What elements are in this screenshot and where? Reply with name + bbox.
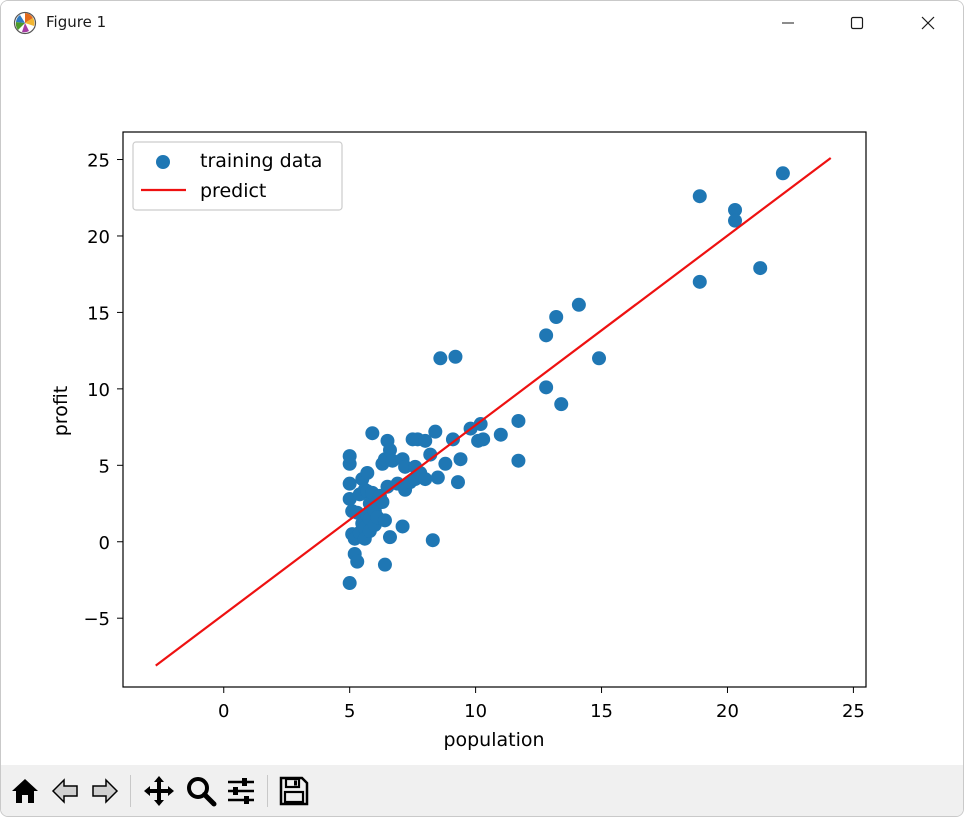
data-point bbox=[375, 495, 390, 509]
y-axis-label: profit bbox=[50, 386, 72, 437]
plot-marks bbox=[155, 157, 832, 667]
data-point bbox=[342, 576, 357, 591]
legend-label-predict: predict bbox=[200, 180, 266, 202]
data-point bbox=[571, 297, 586, 312]
data-point bbox=[377, 513, 392, 528]
save-button[interactable] bbox=[276, 773, 312, 809]
figure-canvas[interactable]: 0 5 10 15 20 25 −5 0 5 10 15 20 25 population profi… bbox=[1, 45, 963, 765]
x-axis-ticks: 0 5 10 15 20 25 bbox=[218, 687, 865, 722]
data-point bbox=[430, 470, 445, 485]
data-point bbox=[692, 274, 707, 289]
home-icon bbox=[12, 779, 38, 803]
x-tick-label: 20 bbox=[716, 701, 739, 722]
data-point bbox=[423, 447, 438, 462]
data-point bbox=[418, 433, 433, 448]
matplotlib-logo-icon bbox=[13, 11, 37, 35]
legend: training data predict bbox=[132, 141, 343, 211]
x-tick-label: 0 bbox=[218, 701, 229, 722]
minimize-button[interactable] bbox=[753, 1, 823, 45]
data-point bbox=[592, 351, 607, 366]
prediction-line bbox=[155, 157, 832, 667]
forward-arrow-icon bbox=[92, 778, 119, 804]
x-axis-label: population bbox=[443, 729, 544, 751]
data-point bbox=[377, 557, 392, 572]
y-tick-label: 20 bbox=[87, 227, 110, 248]
y-axis-ticks: −5 0 5 10 15 20 25 bbox=[83, 151, 123, 630]
data-point bbox=[539, 328, 554, 343]
data-point bbox=[692, 189, 707, 204]
data-point bbox=[445, 432, 460, 447]
data-point bbox=[418, 472, 433, 487]
navigation-toolbar bbox=[1, 765, 963, 816]
data-point bbox=[433, 351, 448, 366]
pan-move-icon bbox=[144, 776, 174, 806]
data-point bbox=[728, 202, 743, 217]
forward-button[interactable] bbox=[87, 773, 123, 809]
toolbar-separator bbox=[267, 775, 268, 807]
y-tick-label: 25 bbox=[87, 151, 110, 172]
data-point bbox=[473, 417, 488, 432]
save-floppy-icon bbox=[279, 776, 309, 806]
data-point bbox=[554, 397, 569, 412]
toolbar-separator bbox=[130, 775, 131, 807]
data-point bbox=[342, 476, 357, 491]
y-tick-label: 5 bbox=[99, 456, 110, 477]
y-tick-label: 10 bbox=[87, 380, 110, 401]
close-icon bbox=[921, 16, 935, 30]
data-point bbox=[476, 432, 491, 447]
data-point bbox=[549, 310, 564, 324]
home-button[interactable] bbox=[7, 773, 43, 809]
configure-subplots-icon bbox=[228, 778, 254, 804]
data-point bbox=[728, 213, 743, 228]
legend-label-training-data: training data bbox=[200, 150, 322, 172]
minimize-icon bbox=[782, 22, 794, 24]
pan-button[interactable] bbox=[141, 773, 177, 809]
data-point bbox=[360, 465, 375, 480]
data-point bbox=[398, 459, 413, 474]
data-point bbox=[539, 380, 554, 395]
maximize-button[interactable] bbox=[822, 1, 892, 45]
x-tick-label: 10 bbox=[464, 701, 487, 722]
y-tick-label: 0 bbox=[99, 533, 110, 554]
back-button[interactable] bbox=[47, 773, 83, 809]
data-point bbox=[753, 261, 768, 276]
title-bar[interactable]: Figure 1 bbox=[1, 1, 963, 45]
data-point bbox=[395, 519, 410, 534]
x-tick-label: 15 bbox=[590, 701, 613, 722]
back-arrow-icon bbox=[51, 778, 78, 804]
data-point bbox=[511, 413, 526, 428]
data-point bbox=[453, 452, 468, 467]
data-point bbox=[448, 349, 463, 364]
x-tick-label: 25 bbox=[842, 701, 865, 722]
legend-box bbox=[132, 141, 343, 211]
data-point bbox=[511, 453, 526, 468]
data-point bbox=[342, 449, 357, 464]
zoom-button[interactable] bbox=[183, 773, 219, 809]
data-point bbox=[775, 166, 790, 181]
maximize-icon bbox=[850, 16, 864, 30]
configure-subplots-button[interactable] bbox=[223, 773, 259, 809]
y-tick-label: 15 bbox=[87, 303, 110, 324]
data-point bbox=[438, 456, 453, 471]
data-point bbox=[493, 427, 508, 442]
zoom-magnifier-icon bbox=[187, 777, 217, 807]
scatter-plot: 0 5 10 15 20 25 −5 0 5 10 15 20 25 population profi… bbox=[50, 131, 867, 751]
data-point bbox=[450, 475, 465, 490]
close-button[interactable] bbox=[893, 1, 963, 45]
legend-marker-training-data bbox=[156, 155, 170, 169]
x-tick-label: 5 bbox=[344, 701, 355, 722]
y-tick-label: −5 bbox=[83, 609, 110, 630]
data-point bbox=[350, 554, 365, 569]
data-point bbox=[428, 424, 443, 439]
data-point bbox=[425, 533, 440, 548]
window-title: Figure 1 bbox=[46, 13, 107, 31]
data-point bbox=[382, 530, 397, 545]
data-point bbox=[382, 443, 397, 458]
data-point bbox=[365, 426, 380, 441]
